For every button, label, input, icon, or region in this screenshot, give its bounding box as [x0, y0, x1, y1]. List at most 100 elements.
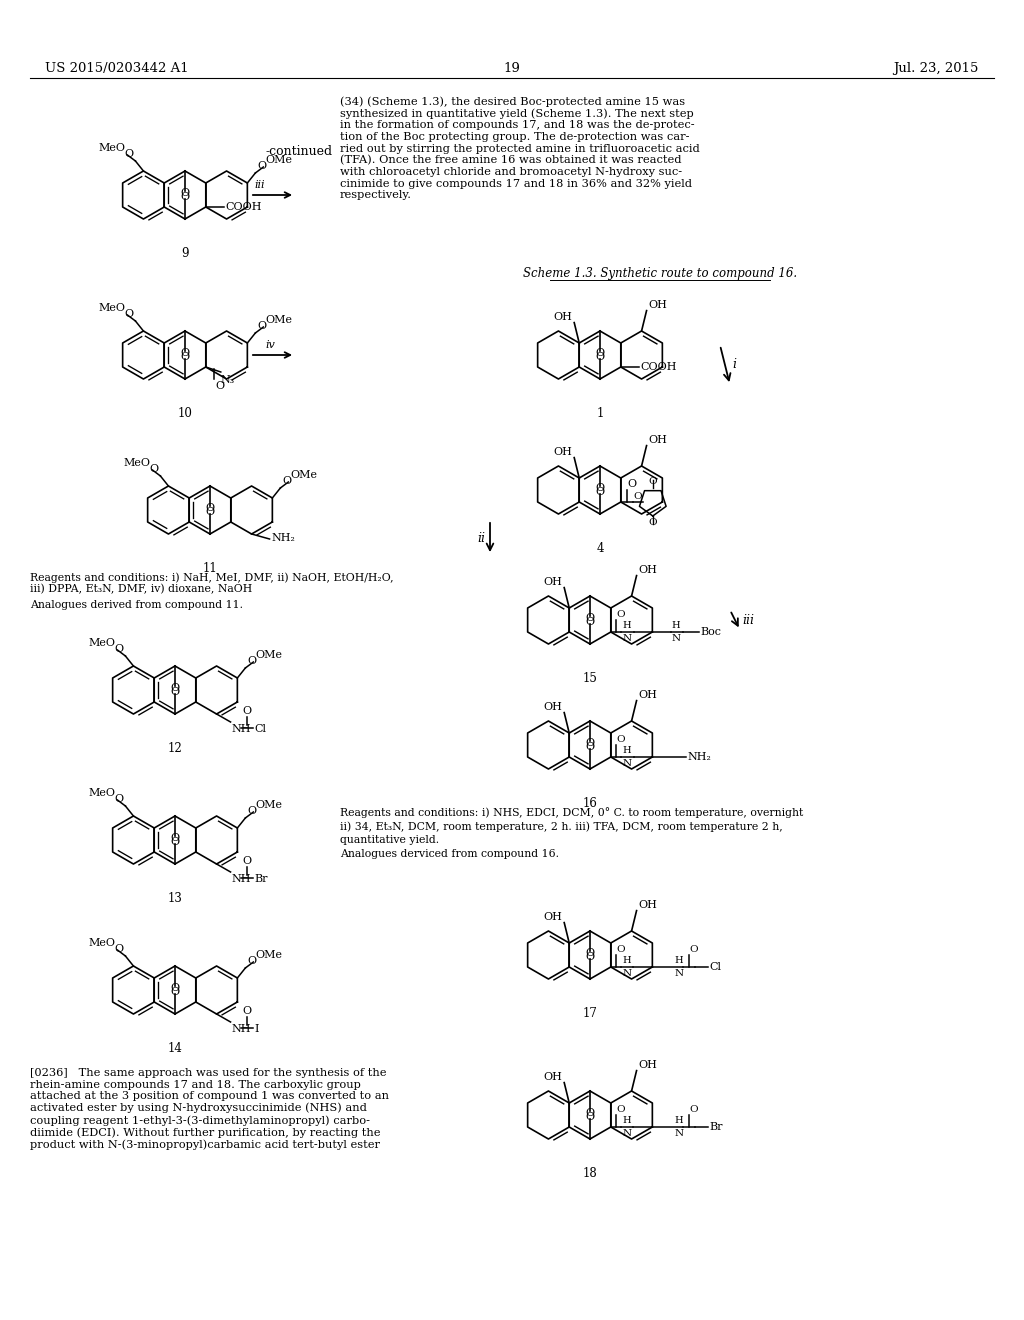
Text: NH: NH	[231, 723, 251, 734]
Text: OMe: OMe	[255, 649, 283, 660]
Text: N₃: N₃	[221, 375, 236, 385]
Text: O: O	[206, 507, 215, 517]
Text: Reagents and conditions: i) NHS, EDCI, DCM, 0° C. to room temperature, overnight: Reagents and conditions: i) NHS, EDCI, D…	[340, 807, 803, 818]
Text: N: N	[674, 969, 683, 978]
Text: O: O	[242, 1006, 251, 1016]
Text: O: O	[634, 492, 642, 502]
Text: O: O	[616, 945, 626, 954]
Text: 15: 15	[583, 672, 597, 685]
Text: Cl: Cl	[710, 962, 722, 972]
Text: O: O	[690, 1105, 698, 1114]
Text: NH: NH	[231, 874, 251, 884]
Text: 11: 11	[203, 562, 217, 576]
Text: 18: 18	[583, 1167, 597, 1180]
Text: O: O	[283, 477, 292, 486]
Text: O: O	[242, 706, 251, 715]
Text: O: O	[257, 161, 266, 172]
Text: 12: 12	[168, 742, 182, 755]
Text: 13: 13	[168, 892, 182, 906]
Text: 19: 19	[504, 62, 520, 75]
Text: i: i	[732, 359, 736, 371]
Text: Scheme 1.3. Synthetic route to compound 16.: Scheme 1.3. Synthetic route to compound …	[523, 267, 797, 280]
Text: ii: ii	[477, 532, 485, 544]
Text: O: O	[206, 503, 215, 512]
Text: O: O	[586, 738, 595, 747]
Text: O: O	[586, 953, 595, 962]
Text: N: N	[623, 969, 632, 978]
Text: O: O	[257, 321, 266, 331]
Text: O: O	[115, 795, 124, 804]
Text: O: O	[595, 352, 604, 363]
Text: OMe: OMe	[255, 950, 283, 960]
Text: Cl: Cl	[255, 723, 266, 734]
Text: O: O	[690, 945, 698, 954]
Text: N: N	[674, 1129, 683, 1138]
Text: -continued: -continued	[265, 145, 332, 158]
Text: OH: OH	[639, 900, 657, 909]
Text: NH: NH	[231, 1024, 251, 1034]
Text: H: H	[623, 746, 631, 755]
Text: ii) 34, Et₃N, DCM, room temperature, 2 h. iii) TFA, DCM, room temperature 2 h,: ii) 34, Et₃N, DCM, room temperature, 2 h…	[340, 821, 782, 832]
Text: Br: Br	[710, 1122, 723, 1133]
Text: O: O	[648, 477, 657, 486]
Text: NH₂: NH₂	[688, 752, 712, 762]
Text: H: H	[623, 1115, 631, 1125]
Text: MeO: MeO	[88, 788, 116, 799]
Text: OH: OH	[639, 565, 657, 574]
Text: OH: OH	[544, 912, 562, 921]
Text: OH: OH	[553, 312, 572, 322]
Text: N: N	[623, 1129, 632, 1138]
Text: O: O	[616, 735, 626, 744]
Text: N: N	[623, 634, 632, 643]
Text: O: O	[586, 1107, 595, 1118]
Text: MeO: MeO	[98, 304, 125, 313]
Text: O: O	[242, 855, 251, 866]
Text: O: O	[170, 982, 179, 993]
Text: 17: 17	[583, 1007, 597, 1020]
Text: 9: 9	[181, 247, 188, 260]
Text: Analogues derived from compound 11.: Analogues derived from compound 11.	[30, 601, 243, 610]
Text: [0236]   The same approach was used for the synthesis of the
rhein-amine compoun: [0236] The same approach was used for th…	[30, 1068, 389, 1150]
Text: O: O	[180, 347, 189, 358]
Text: Reagents and conditions: i) NaH, MeI, DMF, ii) NaOH, EtOH/H₂O,
iii) DPPA, Et₃N, : Reagents and conditions: i) NaH, MeI, DM…	[30, 572, 393, 594]
Text: iv: iv	[265, 341, 274, 350]
Text: iii: iii	[742, 614, 754, 627]
Text: COOH: COOH	[641, 362, 677, 372]
Text: OH: OH	[544, 702, 562, 711]
Text: O: O	[595, 487, 604, 498]
Text: O: O	[595, 347, 604, 358]
Text: MeO: MeO	[88, 939, 116, 948]
Text: quantitative yield.: quantitative yield.	[340, 836, 439, 845]
Text: OH: OH	[639, 1060, 657, 1069]
Text: OH: OH	[544, 1072, 562, 1081]
Text: OH: OH	[553, 446, 572, 457]
Text: O: O	[248, 956, 256, 966]
Text: iii: iii	[255, 180, 265, 190]
Text: N: N	[671, 634, 680, 643]
Text: O: O	[170, 688, 179, 697]
Text: H: H	[623, 956, 631, 965]
Text: (34) (Scheme 1.3), the desired Boc-protected amine 15 was
synthesized in quantit: (34) (Scheme 1.3), the desired Boc-prote…	[340, 96, 699, 201]
Text: O: O	[150, 465, 159, 474]
Text: O: O	[586, 742, 595, 752]
Text: OMe: OMe	[265, 315, 293, 325]
Text: O: O	[595, 483, 604, 492]
Text: O: O	[586, 948, 595, 957]
Text: O: O	[170, 682, 179, 693]
Text: 1: 1	[596, 407, 604, 420]
Text: O: O	[586, 612, 595, 623]
Text: H: H	[623, 620, 631, 630]
Text: I: I	[255, 1024, 259, 1034]
Text: OH: OH	[648, 434, 668, 445]
Text: O: O	[180, 187, 189, 198]
Text: O: O	[115, 644, 124, 653]
Text: O: O	[115, 944, 124, 954]
Text: OH: OH	[639, 689, 657, 700]
Text: OMe: OMe	[255, 800, 283, 810]
Text: MeO: MeO	[124, 458, 151, 469]
Text: Br: Br	[255, 874, 268, 884]
Text: H: H	[675, 956, 683, 965]
Text: H: H	[675, 1115, 683, 1125]
Text: 10: 10	[177, 407, 193, 420]
Text: OMe: OMe	[265, 154, 293, 165]
